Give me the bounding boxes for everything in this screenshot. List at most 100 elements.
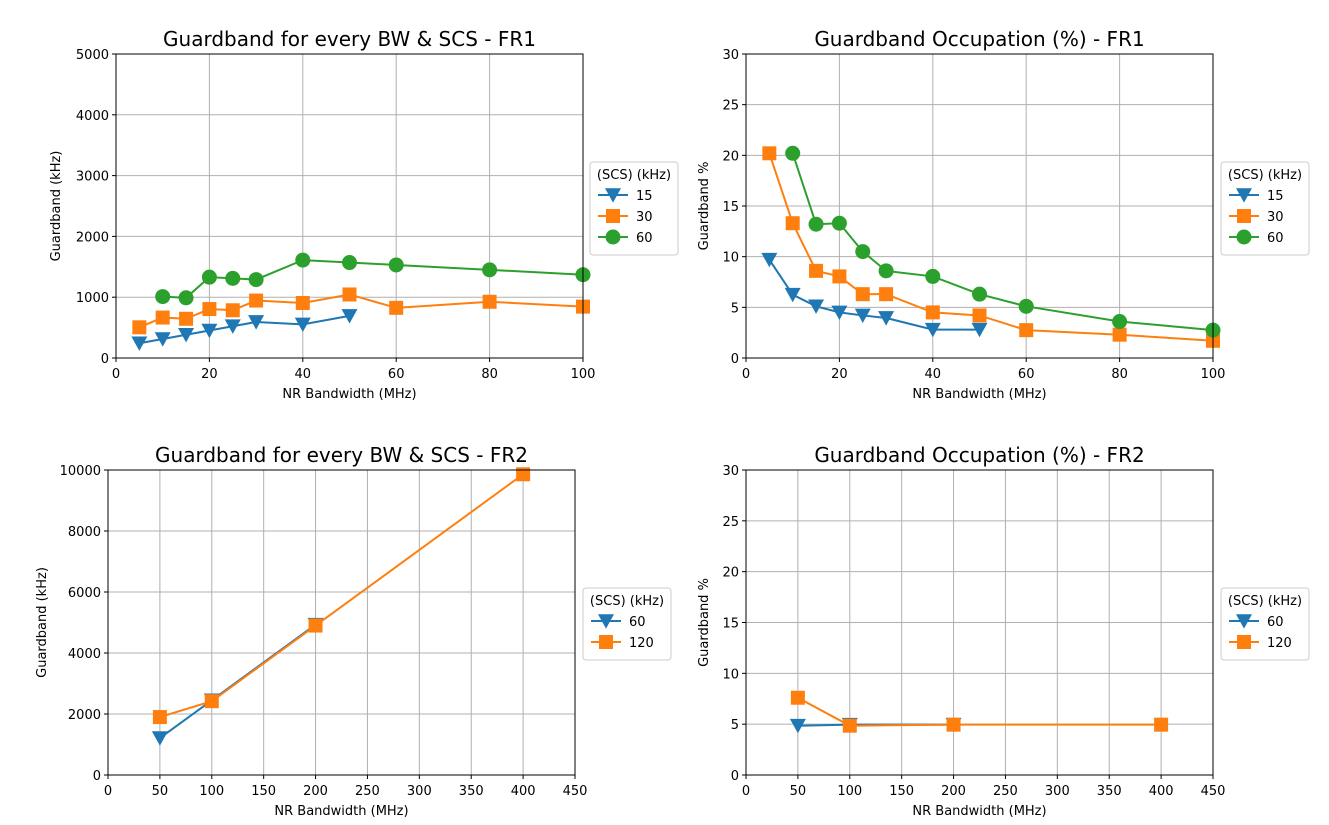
data-point-15: [924, 322, 941, 338]
data-point-60: [295, 252, 311, 268]
legend-marker-30: [606, 209, 620, 223]
y-tick-label: 5: [731, 718, 739, 733]
legend-marker-120: [1237, 635, 1251, 649]
legend-title: (SCS) (kHz): [590, 594, 664, 609]
legend-title: (SCS) (kHz): [1228, 168, 1302, 183]
legend: (SCS) (kHz) 60 120: [582, 587, 672, 661]
legend-label-120: 120: [1267, 636, 1292, 651]
series-line-60: [162, 259, 584, 299]
data-point-30: [132, 320, 147, 335]
legend: (SCS) (kHz) 60 120: [1220, 587, 1310, 661]
data-point-60: [342, 255, 357, 271]
data-point-15: [878, 311, 895, 326]
x-tick-label: 100: [199, 784, 224, 799]
chart-title: Guardband Occupation (%) - FR1: [814, 27, 1144, 51]
series-line-15: [768, 259, 980, 331]
data-point-60: [855, 244, 871, 260]
data-point-30: [295, 295, 310, 310]
legend-marker-60: [1236, 229, 1252, 245]
y-tick-label: 20: [722, 566, 739, 581]
x-tick-label: 50: [790, 784, 807, 799]
data-point-60: [201, 269, 217, 285]
x-tick-label: 0: [742, 784, 750, 799]
x-axis-label: NR Bandwidth (MHz): [912, 387, 1046, 402]
legend-label-15: 15: [1267, 189, 1284, 204]
data-point-30: [925, 305, 940, 320]
data-point-60: [248, 272, 264, 288]
data-point-60: [1112, 314, 1128, 330]
legend: (SCS) (kHz) 15 30 60: [589, 161, 679, 256]
data-point-15: [761, 252, 778, 268]
chart-4: 0 50 100 150 200 250 300 350 400 450 0 5 10 15 20 25 30 G…: [697, 443, 1310, 819]
y-axis-label: Guardband (kHz): [49, 151, 64, 262]
y-tick-label: 25: [722, 515, 739, 530]
x-axis-label: NR Bandwidth (MHz): [282, 387, 416, 402]
legend-marker-60: [598, 614, 614, 629]
data-point-30: [855, 287, 870, 302]
data-point-120: [1154, 717, 1169, 732]
data-point-30: [155, 310, 170, 325]
data-point-30: [972, 308, 987, 323]
data-point-60: [1018, 298, 1034, 314]
data-point-15: [808, 299, 825, 314]
data-point-60: [831, 215, 847, 231]
data-point-60: [972, 286, 987, 302]
series-line-60: [791, 152, 1214, 332]
y-axis-label: Guardband %: [697, 578, 712, 667]
x-tick-label: 40: [925, 367, 942, 382]
x-tick-label: 0: [112, 367, 120, 382]
data-point-15: [224, 319, 241, 334]
data-point-60: [482, 262, 498, 278]
x-axis-label: NR Bandwidth (MHz): [274, 804, 408, 819]
data-point-120: [842, 718, 857, 733]
x-tick-label: 100: [1201, 367, 1226, 382]
legend-label-60: 60: [1267, 615, 1284, 630]
data-point-15: [784, 287, 801, 303]
x-axis-label: NR Bandwidth (MHz): [912, 804, 1046, 819]
x-tick-label: 100: [571, 367, 596, 382]
x-tick-label: 80: [1111, 367, 1128, 382]
legend-marker-15: [605, 188, 621, 203]
y-axis-label: Guardband (kHz): [35, 567, 50, 678]
x-tick-label: 80: [481, 367, 498, 382]
chart-title: Guardband for every BW & SCS - FR2: [155, 443, 528, 467]
x-tick-label: 20: [201, 367, 218, 382]
chart-title: Guardband for every BW & SCS - FR1: [163, 27, 536, 51]
x-tick-label: 60: [388, 367, 405, 382]
y-tick-label: 15: [722, 200, 739, 215]
data-point-120: [204, 694, 219, 709]
data-point-60: [789, 718, 806, 734]
y-tick-label: 0: [101, 352, 109, 367]
data-point-30: [785, 216, 800, 231]
data-point-15: [201, 323, 218, 339]
y-tick-label: 5000: [76, 48, 109, 63]
y-tick-label: 20: [722, 149, 739, 164]
x-tick-label: 0: [104, 784, 112, 799]
data-point-15: [971, 322, 988, 338]
y-tick-label: 15: [722, 617, 739, 632]
legend-marker-60: [605, 229, 621, 245]
data-point-30: [202, 302, 217, 317]
y-tick-label: 0: [731, 352, 739, 367]
data-point-30: [1019, 323, 1034, 338]
x-tick-label: 100: [837, 784, 862, 799]
y-tick-label: 1000: [76, 291, 109, 306]
data-point-30: [179, 311, 194, 326]
legend-marker-120: [599, 635, 613, 649]
data-point-60: [925, 268, 941, 284]
y-tick-label: 8000: [68, 525, 101, 540]
legend-label-60: 60: [629, 615, 646, 630]
y-tick-label: 3000: [76, 170, 109, 185]
legend: (SCS) (kHz) 15 30 60: [1220, 161, 1310, 256]
data-point-15: [178, 327, 195, 343]
x-tick-label: 250: [355, 784, 380, 799]
y-tick-label: 5: [731, 301, 739, 316]
plot-frame: [115, 53, 584, 359]
x-tick-label: 350: [1097, 784, 1122, 799]
data-point-60: [225, 270, 241, 286]
x-tick-label: 50: [152, 784, 169, 799]
legend-label-30: 30: [1267, 210, 1284, 225]
y-tick-label: 10: [722, 667, 739, 682]
x-tick-label: 250: [993, 784, 1018, 799]
legend-marker-15: [1236, 188, 1252, 203]
